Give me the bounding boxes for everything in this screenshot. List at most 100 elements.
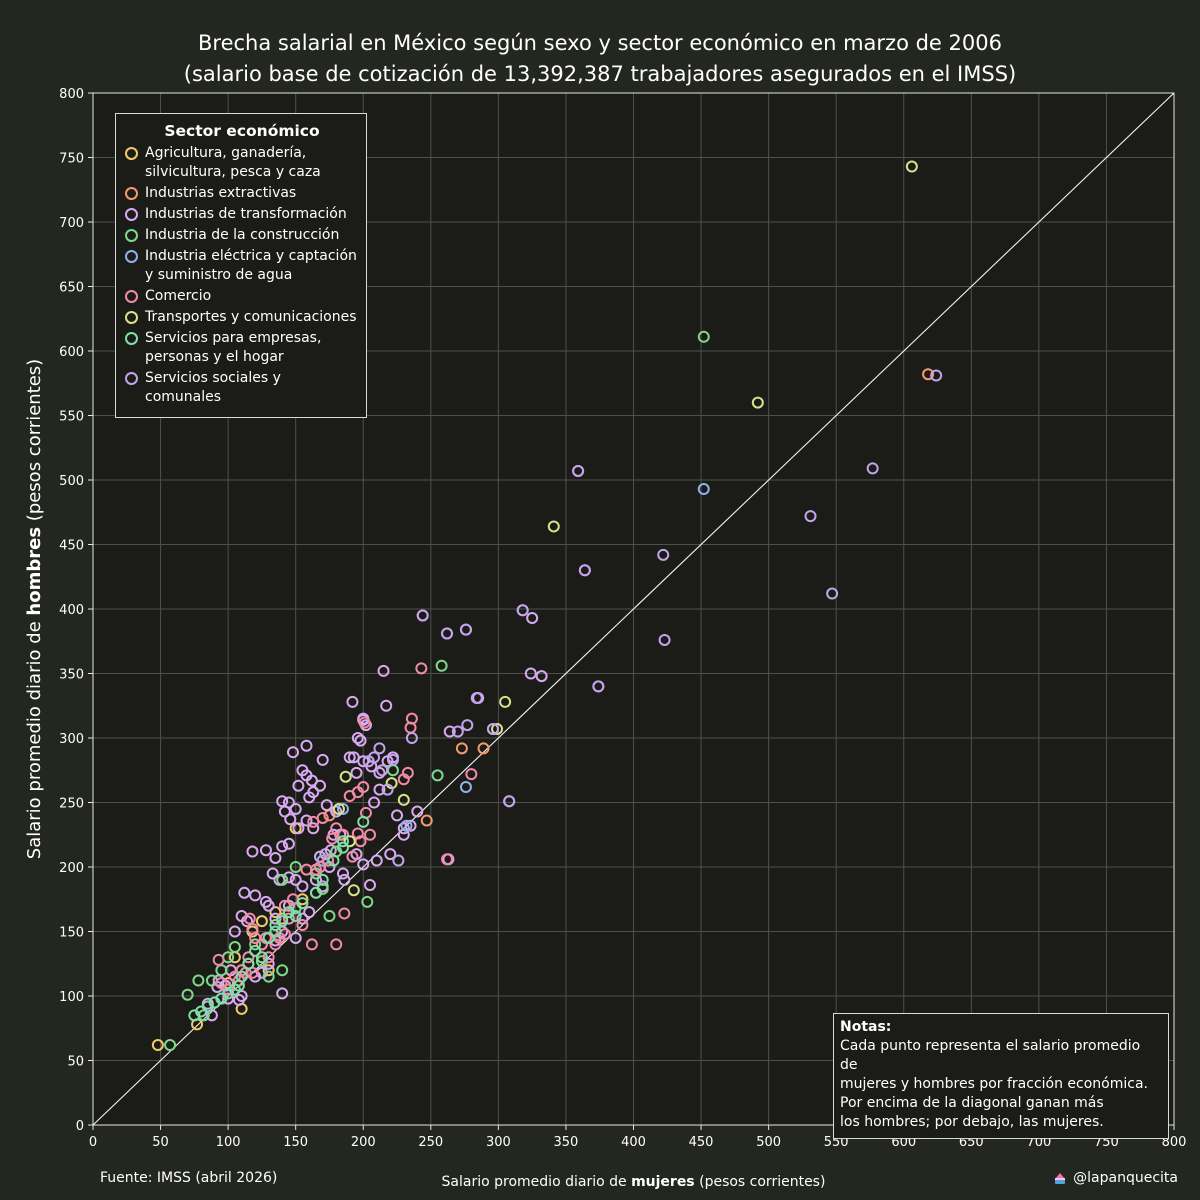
legend-label: Comercio (145, 288, 212, 304)
x-tick-label: 0 (89, 1135, 97, 1150)
data-point (357, 815, 370, 828)
data-point (751, 396, 764, 409)
x-tick-label: 100 (216, 1135, 241, 1150)
data-point (276, 964, 289, 977)
data-point (282, 837, 295, 850)
data-point (455, 742, 468, 755)
data-point (332, 802, 345, 815)
data-point (357, 781, 370, 794)
data-point (547, 520, 560, 533)
data-point (289, 931, 302, 944)
data-point (192, 974, 205, 987)
data-point (238, 886, 251, 899)
data-point (392, 854, 405, 867)
data-point (364, 879, 377, 892)
data-point (276, 840, 289, 853)
legend-marker (125, 332, 138, 345)
data-point (215, 977, 228, 990)
data-point (381, 783, 394, 796)
data-point (470, 692, 483, 705)
data-point (336, 835, 349, 848)
data-point (249, 889, 262, 902)
data-point (804, 510, 817, 523)
footer-handle: @lapanquecita (1053, 1170, 1178, 1186)
y-axis-label-suffix: (pesos corrientes) (24, 359, 45, 527)
data-point (296, 880, 309, 893)
y-tick-label: 500 (59, 474, 84, 489)
data-point (269, 919, 282, 932)
y-tick-label: 650 (59, 281, 84, 296)
data-point (416, 609, 429, 622)
data-point (305, 938, 318, 951)
data-point (346, 695, 359, 708)
data-point (300, 814, 313, 827)
y-axis-label-bold: hombres (24, 527, 45, 616)
data-point (284, 813, 297, 826)
data-point (486, 722, 499, 735)
data-point (357, 858, 370, 871)
y-tick-label: 350 (59, 668, 84, 683)
legend-item: Agricultura, ganadería, silvicultura, pe… (124, 144, 360, 182)
y-tick-label: 550 (59, 410, 84, 425)
data-point (259, 844, 272, 857)
data-point (411, 805, 424, 818)
x-tick-label: 350 (554, 1135, 579, 1150)
data-point (255, 915, 268, 928)
data-point (461, 719, 474, 732)
data-point (243, 912, 256, 925)
y-tick-label: 700 (59, 216, 84, 231)
data-point (441, 627, 454, 640)
data-point (368, 796, 381, 809)
data-point (397, 773, 410, 786)
data-point (330, 805, 343, 818)
data-point (228, 925, 241, 938)
data-point (657, 548, 670, 561)
data-point (292, 822, 305, 835)
data-point (420, 814, 433, 827)
data-point (400, 819, 413, 832)
legend-item: Industrias de transformación (124, 205, 360, 224)
data-point (276, 987, 289, 1000)
y-axis-label-prefix: Salario promedio diario de (24, 616, 45, 860)
x-tick-label: 50 (152, 1135, 169, 1150)
data-point (307, 822, 320, 835)
data-point (397, 793, 410, 806)
y-tick-label: 800 (59, 87, 84, 102)
data-point (278, 805, 291, 818)
legend-label: Industrias de transformación (145, 206, 347, 222)
x-axis-label-bold: mujeres (631, 1174, 695, 1190)
notes-box: Notas: Cada punto representa el salario … (833, 1013, 1169, 1139)
chart-title-line-1: Brecha salarial en México según sexo y s… (198, 31, 1002, 55)
legend-marker (125, 229, 138, 242)
data-point (905, 160, 918, 173)
data-point (181, 988, 194, 1001)
data-point (347, 884, 360, 897)
data-point (327, 854, 340, 867)
legend-label: Agricultura, ganadería, silvicultura, pe… (145, 145, 321, 180)
x-tick-label: 500 (756, 1135, 781, 1150)
data-point (384, 848, 397, 861)
data-point (282, 906, 295, 919)
data-point (370, 854, 383, 867)
legend: Sector económico Agricultura, ganadería,… (115, 113, 367, 418)
legend-items: Agricultura, ganadería, silvicultura, pe… (124, 144, 360, 407)
data-point (431, 769, 444, 782)
data-point (255, 951, 268, 964)
legend-label: Servicios para empresas, personas y el h… (145, 330, 322, 365)
data-point (347, 751, 360, 764)
data-point (826, 587, 839, 600)
data-point (405, 732, 418, 744)
data-point (391, 809, 404, 822)
data-point (373, 783, 386, 796)
data-point (289, 802, 302, 815)
data-point (286, 746, 299, 759)
y-tick-label: 450 (59, 539, 84, 554)
data-point (276, 873, 289, 886)
legend-marker (125, 208, 138, 221)
data-point (322, 854, 335, 867)
data-point (300, 863, 313, 876)
data-point (289, 873, 302, 886)
data-point (459, 781, 472, 794)
data-point (459, 623, 472, 636)
data-point (477, 742, 490, 755)
